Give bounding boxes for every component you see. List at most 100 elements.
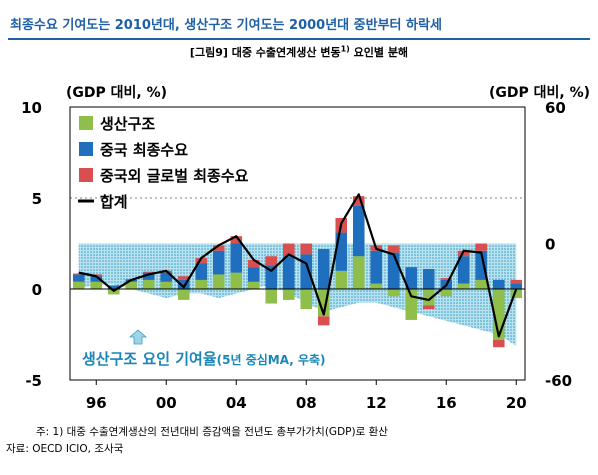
bar-segment xyxy=(107,285,120,289)
bar-segment xyxy=(317,248,330,289)
bar-segment xyxy=(125,281,138,289)
x-axis-tick-label: 08 xyxy=(296,394,317,412)
x-axis-tick-label: 04 xyxy=(226,394,247,412)
bar-segment xyxy=(142,272,155,280)
area-annotation-main: 생산구조 요인 기여율 xyxy=(82,350,217,368)
total-line-series xyxy=(78,193,518,338)
bar-segment xyxy=(160,272,173,282)
bar-segment xyxy=(212,250,225,275)
bar-segment xyxy=(492,339,505,348)
bar-segment xyxy=(440,289,453,297)
bar-segment xyxy=(282,256,295,289)
bar-segment xyxy=(265,265,278,289)
bar-segment xyxy=(72,281,85,289)
bar-segment xyxy=(370,250,383,284)
legend-label: 중국외 글로벌 최종수요 xyxy=(100,167,249,185)
bar-segment xyxy=(195,279,208,289)
bar-segment xyxy=(230,236,243,244)
bar-segment xyxy=(422,289,435,306)
bar-segment xyxy=(492,289,505,340)
legend-label: 합계 xyxy=(100,193,128,211)
bar-segment xyxy=(422,268,435,289)
figure-title: [그림9] 대중 수출연계생산 변동1) 요인별 분해 xyxy=(0,44,598,60)
bar-segment xyxy=(457,283,470,289)
bar-segment xyxy=(510,279,523,284)
footnote: 주: 1) 대중 수출연계생산의 전년대비 증감액을 전년도 총부가가치(GDP… xyxy=(36,426,388,438)
right-axis-tick-label: -60 xyxy=(545,372,572,390)
figure-footnote-mark: 1) xyxy=(340,44,350,54)
bar-segment xyxy=(90,281,103,289)
left-axis-label: (GDP 대비, %) xyxy=(66,85,167,101)
bar-segment xyxy=(247,259,260,268)
bar-segment xyxy=(72,273,85,275)
bar-segment xyxy=(317,289,330,317)
legend-swatch xyxy=(79,142,93,156)
bar-segment xyxy=(300,289,313,310)
axes: 10 5 0 -5 60 0 -60 96 00 04 08 12 16 20 (GDP 대비, %) (GD… xyxy=(21,85,590,412)
area-annotation-detail: (5년 중심MA, 우축) xyxy=(217,352,326,367)
bar-segment xyxy=(317,316,330,326)
area-annotation-label: 생산구조 요인 기여율(5년 중심MA, 우축) xyxy=(82,350,326,368)
left-axis-tick-label: 5 xyxy=(32,190,42,208)
annotation-arrow xyxy=(128,329,148,345)
bar-segment xyxy=(247,267,260,282)
bar-segment xyxy=(387,245,400,253)
bar-segment xyxy=(422,305,435,310)
bar-segment xyxy=(405,289,418,320)
bar-segment xyxy=(230,243,243,273)
bar-segment xyxy=(475,250,488,280)
export-production-chart: 10 5 0 -5 60 0 -60 96 00 04 08 12 16 20 (GDP 대비, %) (GD… xyxy=(21,85,590,412)
bar-segment xyxy=(475,279,488,289)
source-note: 자료: OECD ICIO, 조사국 xyxy=(6,443,124,455)
bar-segment xyxy=(352,196,365,206)
bar-segment xyxy=(510,283,523,289)
bar-segment xyxy=(475,243,488,251)
bar-segment xyxy=(265,289,278,304)
x-axis-tick-label: 96 xyxy=(86,394,107,412)
bar-segment xyxy=(440,278,453,280)
bar-segment xyxy=(457,256,470,284)
bar-segment xyxy=(72,274,85,282)
legend-swatch xyxy=(79,168,93,182)
bar-segment xyxy=(335,232,348,271)
right-axis-tick-label: 60 xyxy=(545,99,566,117)
bar-segment xyxy=(212,274,225,289)
bar-segment xyxy=(230,272,243,289)
right-axis-label: (GDP 대비, %) xyxy=(489,85,590,101)
bar-segment xyxy=(282,289,295,300)
bar-segment xyxy=(142,279,155,289)
figure-label: [그림9] 대중 수출연계생산 변동 xyxy=(189,46,341,59)
total-line xyxy=(78,193,518,338)
bar-segment xyxy=(195,263,208,280)
legend-label: 생산구조 xyxy=(100,115,155,133)
area-annotation: 생산구조 요인 기여율(5년 중심MA, 우축) xyxy=(82,329,326,368)
bar-segment xyxy=(387,289,400,297)
bar-segment xyxy=(90,276,103,282)
bar-segment xyxy=(300,243,313,255)
x-axis-tick-label: 20 xyxy=(506,394,527,412)
bar-segment xyxy=(335,270,348,289)
bar-segment xyxy=(212,245,225,251)
plot-frame xyxy=(69,106,526,381)
bar-segment xyxy=(352,256,365,289)
bar-segment xyxy=(300,254,313,289)
figure-label-suffix: 요인별 분해 xyxy=(349,46,409,59)
bar-segment xyxy=(177,279,190,289)
bar-segment xyxy=(492,279,505,289)
bar-segment xyxy=(282,243,295,257)
x-axis-tick-label: 00 xyxy=(156,394,177,412)
headline-rule xyxy=(8,38,590,40)
bar-segment xyxy=(405,267,418,289)
left-axis-tick-label: -5 xyxy=(25,372,42,390)
bar-segment xyxy=(247,281,260,289)
left-axis-tick-label: 10 xyxy=(21,99,42,117)
bar-segment xyxy=(370,283,383,289)
bar-segment xyxy=(160,281,173,289)
page-headline: 최종수요 기여도는 2010년대, 생산구조 기여도는 2000년대 중반부터 … xyxy=(10,18,442,33)
x-axis-tick-label: 12 xyxy=(366,394,387,412)
bar-segment xyxy=(142,271,155,273)
legend-swatch xyxy=(79,116,93,130)
bar-segment xyxy=(387,252,400,289)
bar-segment xyxy=(195,258,208,264)
